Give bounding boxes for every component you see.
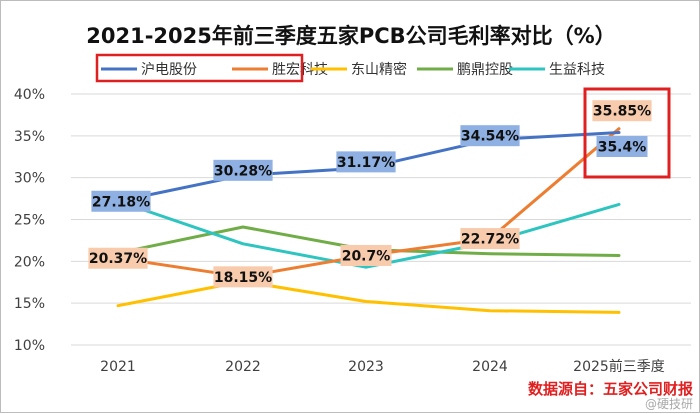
legend-highlight-box [95, 53, 304, 83]
legend-label: 东山精密 [351, 61, 407, 78]
data-label: 35.4% [596, 135, 648, 157]
data-labels: 27.18% 30.28% 31.17% 34.54% 35.4% 20.37% 18.15… [88, 100, 652, 288]
data-label-text: 35.85% [593, 104, 651, 120]
data-label-box [336, 151, 396, 173]
data-label-box [88, 247, 148, 269]
data-label-text: 20.7% [342, 248, 391, 264]
data-label-box [460, 125, 520, 147]
x-tick-label: 2025前三季度 [573, 358, 665, 375]
y-tick-label: 30% [14, 171, 45, 187]
series-line [116, 199, 621, 269]
legend-item: 鹏鼎控股 [417, 62, 513, 78]
y-tick-label: 10% [14, 338, 45, 354]
legend-item: 东山精密 [311, 61, 407, 78]
data-label: 22.72% [460, 228, 520, 250]
legend-label: 胜宏科技 [272, 62, 328, 78]
data-label: 20.37% [88, 247, 148, 269]
data-label-text: 34.54% [461, 129, 519, 145]
x-tick-label: 2021 [100, 359, 136, 375]
data-label: 20.7% [340, 244, 392, 266]
legend-item: 胜宏科技 [232, 62, 328, 78]
data-label-text: 22.72% [461, 232, 519, 248]
data-label-text: 20.37% [89, 251, 147, 267]
data-label-box [460, 228, 520, 250]
legend: 沪电股份 胜宏科技 东山精密 鹏鼎控股 生益科技 [101, 61, 605, 78]
legend-label: 生益科技 [549, 62, 605, 78]
y-tick-label: 15% [14, 296, 45, 312]
legend-item: 沪电股份 [101, 62, 197, 78]
series-line [116, 279, 621, 314]
x-tick-label: 2024 [472, 359, 508, 375]
x-tick-label: 2023 [348, 359, 384, 375]
data-label-box [91, 190, 151, 212]
data-label-box [596, 135, 648, 157]
data-label-box [340, 244, 392, 266]
highlight-boxes [95, 53, 671, 179]
legend-label: 沪电股份 [141, 62, 197, 78]
data-label-box [592, 100, 652, 122]
data-label-text: 18.15% [214, 270, 272, 286]
gridlines [71, 93, 691, 346]
value-highlight-box [583, 87, 671, 179]
data-label-text: 27.18% [92, 194, 150, 210]
data-label: 34.54% [460, 125, 520, 147]
legend-item: 生益科技 [509, 62, 605, 78]
source-note: 数据源自：五家公司财报 [528, 380, 693, 398]
x-axis: 2021 2022 2023 2024 2025前三季度 [100, 358, 665, 375]
y-tick-label: 40% [14, 87, 45, 103]
data-label: 30.28% [213, 159, 273, 181]
data-label-box [213, 266, 273, 288]
data-label-box [213, 159, 273, 181]
x-tick-label: 2022 [225, 359, 261, 375]
legend-label: 鹏鼎控股 [457, 62, 513, 78]
chart-title: 2021-2025年前三季度五家PCB公司毛利率对比（%） [86, 24, 615, 48]
y-tick-label: 35% [14, 129, 45, 145]
data-label-text: 31.17% [337, 155, 395, 171]
data-label: 27.18% [91, 190, 151, 212]
y-tick-label: 25% [14, 213, 45, 229]
y-axis: 10% 15% 20% 25% 30% 35% 40% [14, 87, 45, 354]
watermark: @硬技研 [645, 397, 693, 411]
y-tick-label: 20% [14, 254, 45, 270]
data-label-text: 30.28% [214, 163, 272, 179]
data-label: 31.17% [336, 151, 396, 173]
data-label: 18.15% [213, 266, 273, 288]
data-label: 35.85% [592, 100, 652, 122]
data-label-text: 35.4% [598, 139, 647, 155]
